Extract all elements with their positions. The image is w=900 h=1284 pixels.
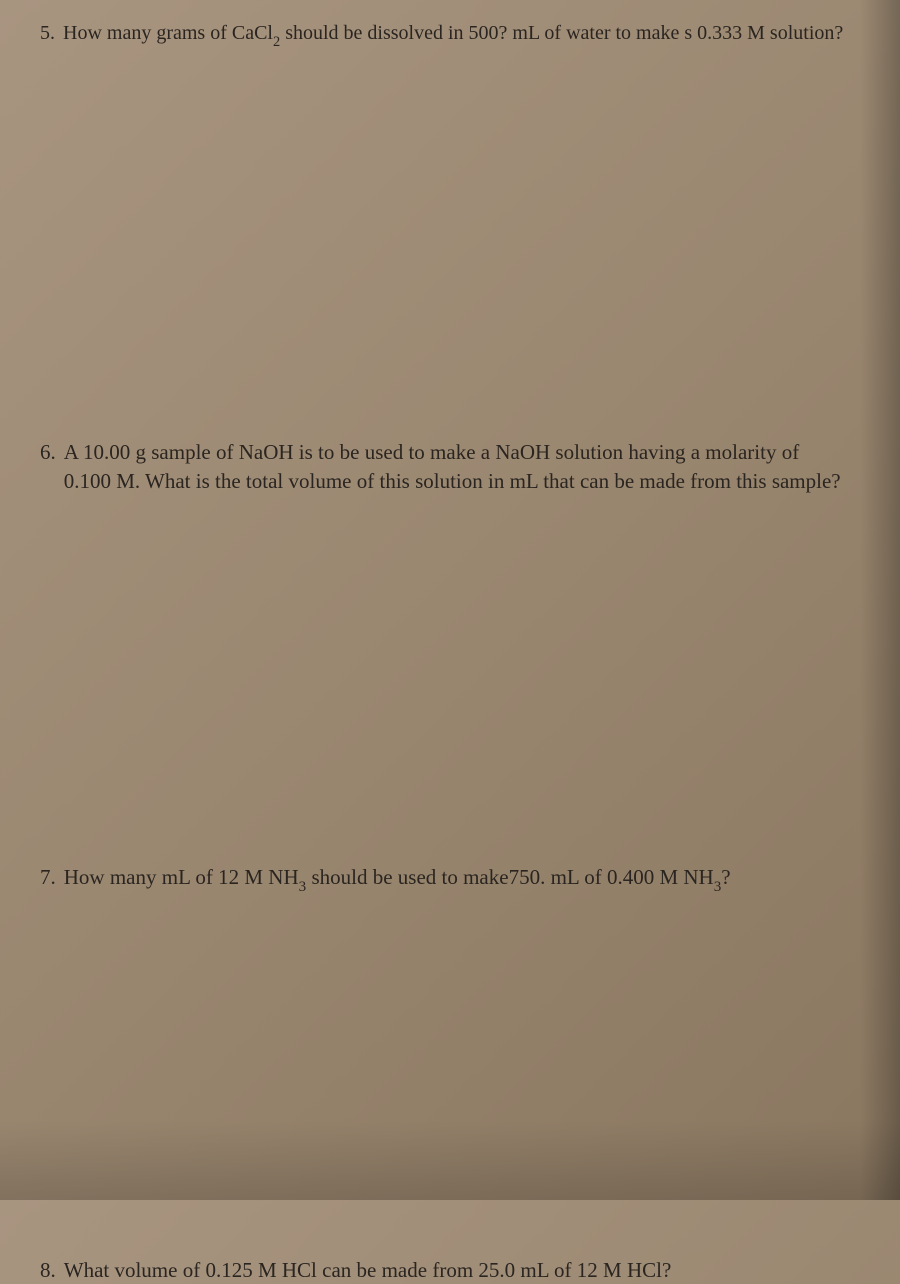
question-8: 8. What volume of 0.125 M HCl can be mad…: [40, 1256, 850, 1284]
q7-subscript-1: 3: [299, 879, 307, 895]
question-text-8: What volume of 0.125 M HCl can be made f…: [64, 1256, 850, 1284]
q5-subscript: 2: [273, 34, 280, 50]
q5-text-part-1: How many grams of CaCl: [63, 22, 273, 44]
question-text-7: How many mL of 12 M NH3 should be used t…: [64, 863, 850, 896]
question-number-6: 6.: [40, 438, 56, 466]
question-number-5: 5.: [40, 20, 55, 47]
question-text-6: A 10.00 g sample of NaOH is to be used t…: [64, 438, 850, 495]
question-5: 5. How many grams of CaCl2 should be dis…: [40, 20, 850, 50]
q5-text-part-2: should be dissolved in 500? mL of water …: [280, 22, 843, 44]
q7-text-part-1: How many mL of 12 M NH: [64, 865, 299, 889]
question-7: 7. How many mL of 12 M NH3 should be use…: [40, 863, 850, 896]
question-number-8: 8.: [40, 1256, 56, 1284]
question-number-7: 7.: [40, 863, 56, 891]
question-text-5: How many grams of CaCl2 should be dissol…: [63, 20, 850, 50]
q7-text-part-3: ?: [721, 865, 730, 889]
q7-text-part-2: should be used to make750. mL of 0.400 M…: [306, 865, 714, 889]
question-6: 6. A 10.00 g sample of NaOH is to be use…: [40, 438, 850, 495]
q7-subscript-2: 3: [714, 879, 722, 895]
